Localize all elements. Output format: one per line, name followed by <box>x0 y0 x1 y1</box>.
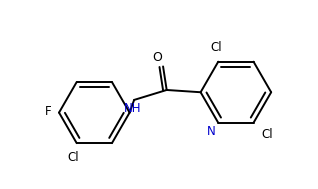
Text: NH: NH <box>124 102 141 115</box>
Text: Cl: Cl <box>262 128 273 141</box>
Text: F: F <box>45 105 52 118</box>
Text: Cl: Cl <box>210 41 222 53</box>
Text: Cl: Cl <box>67 151 79 164</box>
Text: N: N <box>207 125 216 138</box>
Text: O: O <box>153 51 162 64</box>
